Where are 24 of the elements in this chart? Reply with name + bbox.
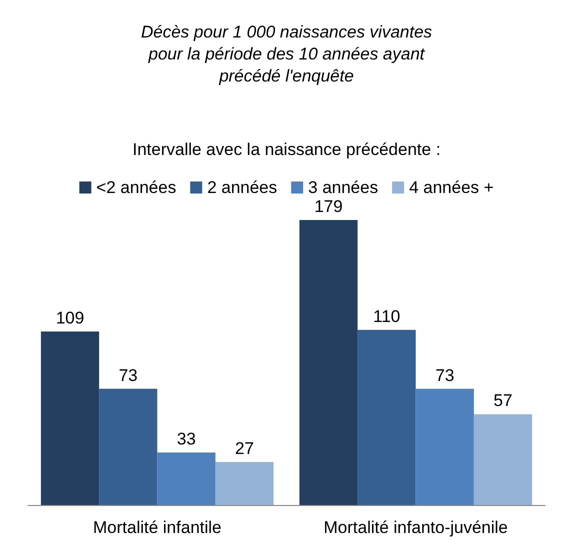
x-tick-label: Mortalité infanto-juvénile (324, 518, 508, 537)
x-tick-label: Mortalité infantile (92, 518, 222, 537)
legend-label: <2 années (96, 178, 176, 197)
data-label: 73 (435, 366, 454, 385)
bar (474, 414, 532, 505)
data-label: 27 (235, 439, 254, 458)
legend-title: Intervalle avec la naissance précédente : (132, 140, 441, 159)
legend-label: 3 années (308, 178, 378, 197)
data-label: 57 (494, 391, 512, 410)
data-label: 179 (314, 197, 343, 216)
data-label: 110 (373, 306, 400, 326)
bar (99, 388, 158, 505)
bar (215, 462, 274, 505)
bar (299, 220, 358, 505)
bar (358, 330, 416, 505)
data-label: 109 (56, 308, 84, 328)
legend-label: 4 années + (409, 178, 494, 197)
bar (416, 388, 474, 505)
chart-title: Décès pour 1 000 naissances vivantes pour la période des 10 années ayant précédé l'enquête (140, 22, 433, 86)
bar (157, 452, 216, 505)
data-label: 73 (118, 366, 138, 385)
legend-label: 2 années (207, 178, 278, 197)
data-label: 33 (176, 429, 196, 448)
bar (40, 331, 100, 505)
